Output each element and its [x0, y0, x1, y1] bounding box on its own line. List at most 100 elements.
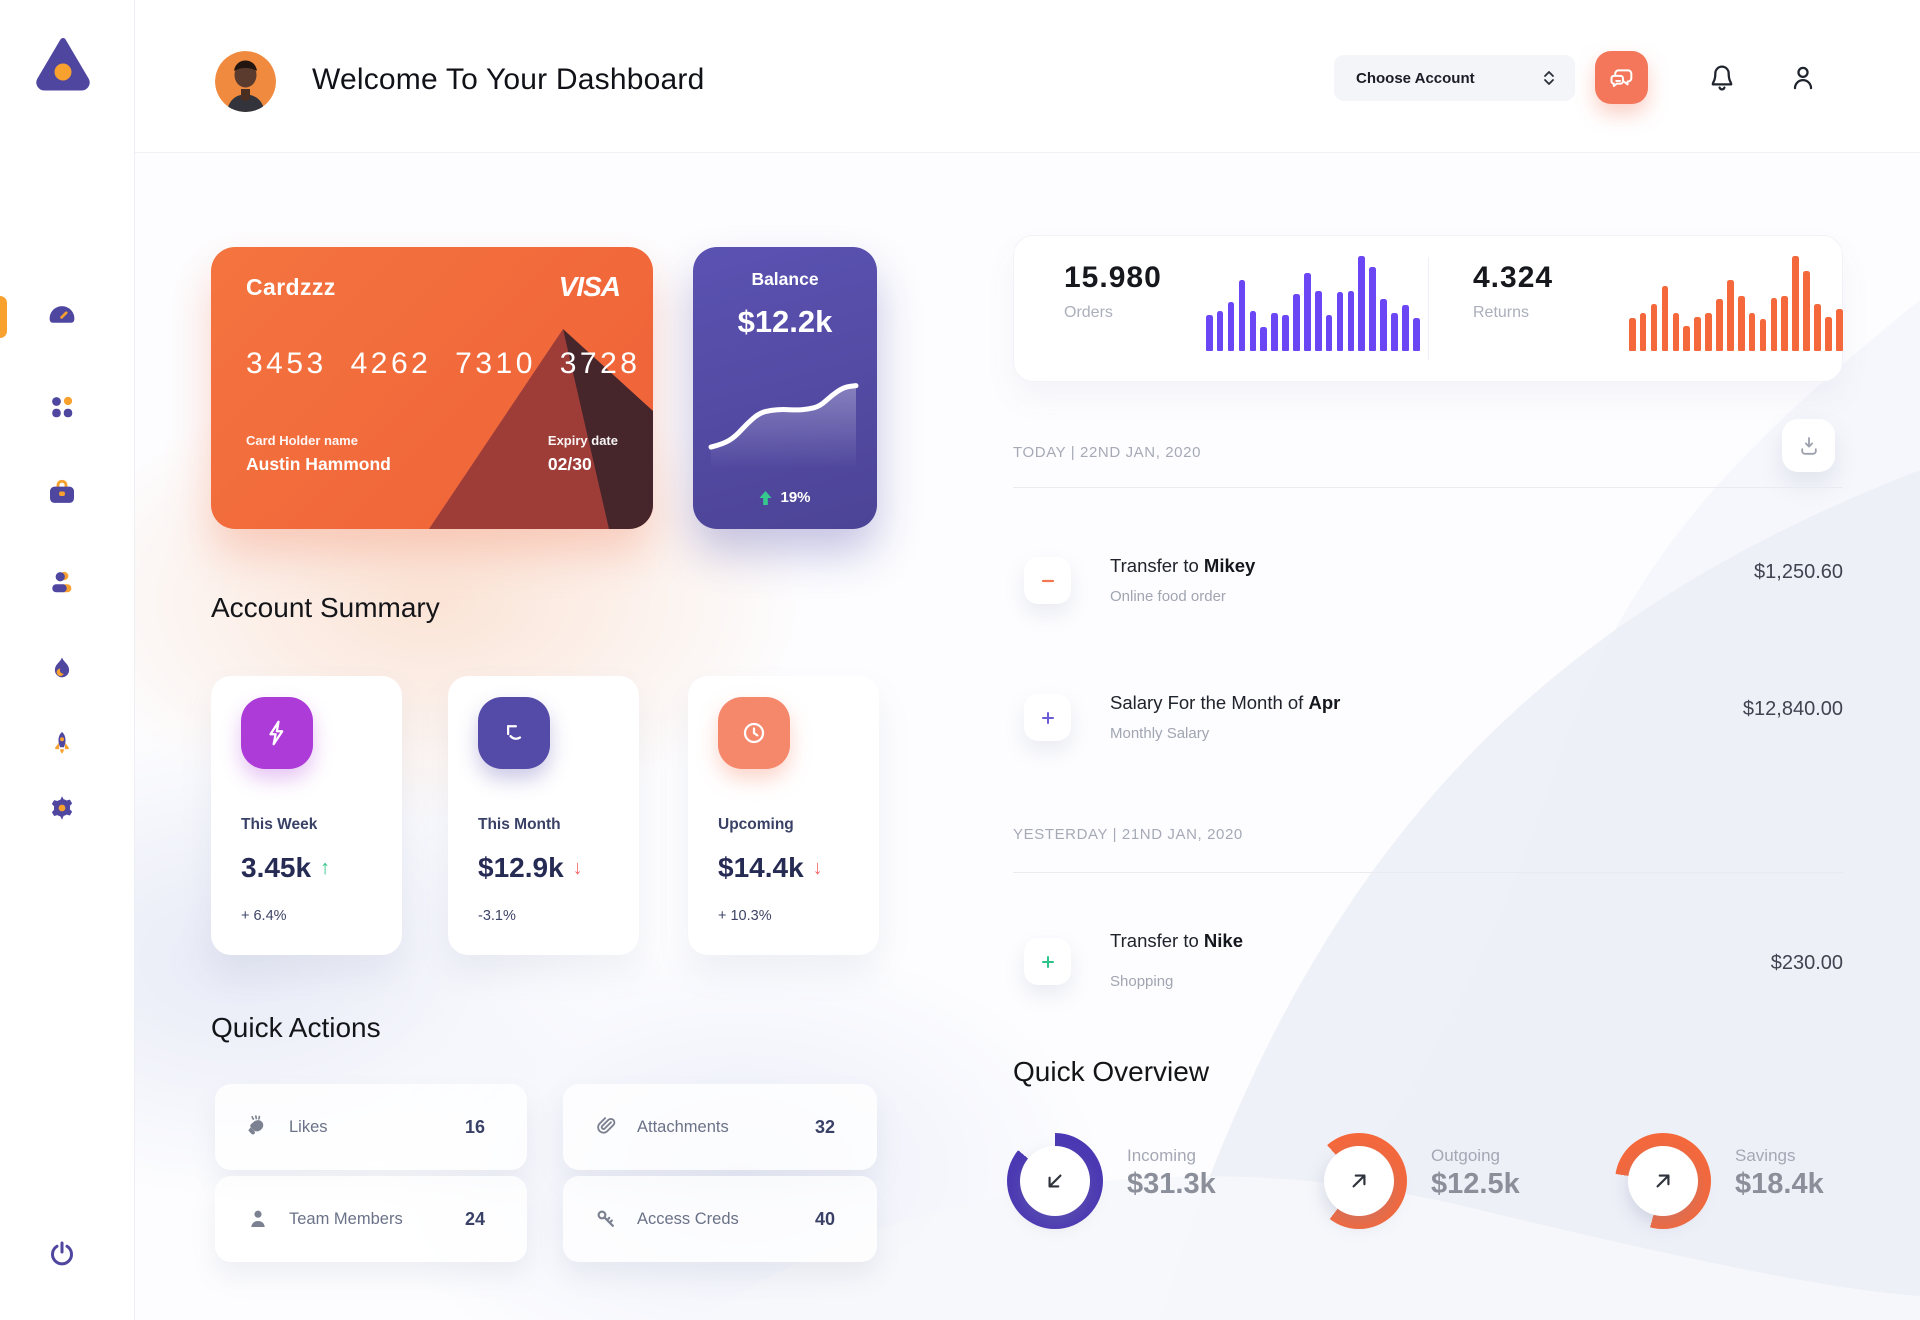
chat-bubbles-icon [1610, 68, 1632, 87]
orders-bar-chart [1206, 256, 1420, 351]
lightning-icon [241, 697, 313, 769]
top-header: Welcome To Your Dashboard Choose Account [135, 0, 1920, 153]
summary-value: 3.45k ↑ [241, 852, 330, 884]
briefcase-icon [50, 479, 74, 503]
arrow-trend-icon [478, 697, 550, 769]
summary-amount: $14.4k [718, 852, 804, 883]
triangle-logo-icon [36, 38, 90, 91]
trend-down-arrow: ↓ [812, 856, 823, 879]
sidebar-item-apps[interactable] [40, 385, 84, 429]
transaction-row-mikey[interactable]: Transfer to Mikey Online food order $1,2… [1013, 555, 1843, 615]
dashboard-icon [49, 306, 75, 323]
quick-action-label: Access Creds [637, 1209, 739, 1228]
profile-button[interactable] [1781, 56, 1825, 100]
quick-action-count: 32 [814, 1116, 835, 1137]
balance-change-value: 19% [780, 489, 811, 506]
balance-label: Balance [751, 269, 819, 289]
up-arrow-icon [759, 490, 772, 505]
quick-action-likes[interactable]: Likes 16 [215, 1084, 527, 1170]
transaction-row-salary[interactable]: Salary For the Month of Apr Monthly Sala… [1013, 692, 1843, 752]
card-expiry-block: Expiry date 02/30 [548, 433, 618, 475]
plus-icon [1024, 938, 1071, 985]
sidebar-item-activity[interactable] [40, 647, 84, 691]
arrow-up-right-icon [1656, 1174, 1670, 1188]
incoming-label: Incoming [1127, 1146, 1196, 1165]
quick-action-count: 16 [464, 1116, 485, 1137]
card-expiry-value: 02/30 [547, 454, 592, 474]
download-icon [1800, 436, 1817, 455]
pyramid-graphic [429, 329, 653, 529]
sidebar-item-work[interactable] [40, 470, 84, 514]
card-holder-name: Austin Hammond [246, 454, 391, 474]
incoming-ring-chart [1007, 1133, 1103, 1229]
summary-delta: -3.1% [478, 908, 516, 924]
summary-card-this-month: This Month $12.9k ↓ -3.1% [448, 676, 639, 955]
today-date-header: TODAY | 22ND JAN, 2020 [1013, 444, 1202, 461]
notifications-button[interactable] [1700, 56, 1744, 100]
quick-action-count: 40 [814, 1208, 835, 1229]
logout-button[interactable] [40, 1232, 84, 1276]
transaction-amount: $12,840.00 [1742, 698, 1843, 720]
user-avatar[interactable] [215, 51, 276, 112]
quick-action-access-creds[interactable]: Access Creds 40 [563, 1176, 877, 1262]
page-title: Welcome To Your Dashboard [312, 63, 705, 96]
quick-action-attachments[interactable]: Attachments 32 [563, 1084, 877, 1170]
clock-icon [718, 697, 790, 769]
summary-delta: + 10.3% [718, 908, 772, 924]
paperclip-icon [597, 1117, 616, 1134]
quick-overview-title: Quick Overview [1013, 1056, 1210, 1087]
key-icon [597, 1210, 614, 1227]
transaction-title: Salary For the Month of Apr [1110, 692, 1341, 713]
download-button[interactable] [1782, 419, 1835, 472]
returns-bar-chart [1629, 256, 1843, 351]
plus-icon [1024, 694, 1071, 741]
orders-value: 15.980 [1064, 261, 1162, 294]
sidebar [0, 0, 135, 1320]
divider [1013, 487, 1843, 488]
outgoing-label: Outgoing [1431, 1146, 1500, 1165]
quick-action-label: Team Members [289, 1209, 403, 1228]
user-icon [1793, 66, 1813, 90]
card-holder-label: Card Holder name [246, 433, 358, 448]
outgoing-value: $12.5k [1431, 1168, 1520, 1200]
arrow-up-right-icon [1352, 1174, 1366, 1188]
minus-icon [1024, 557, 1071, 604]
quick-action-count: 24 [464, 1208, 485, 1229]
quick-action-label: Attachments [637, 1117, 729, 1136]
card-name: Cardzzz [246, 274, 336, 300]
settings-gear-icon [51, 796, 73, 820]
summary-label: This Week [241, 816, 318, 833]
transaction-row-nike[interactable]: Transfer to Nike Shopping $230.00 [1013, 930, 1843, 990]
flame-icon [54, 657, 70, 678]
select-chevrons-icon [1544, 71, 1554, 85]
arrow-down-left-icon [1048, 1174, 1062, 1188]
account-select[interactable]: Choose Account [1334, 55, 1575, 101]
apps-grid-icon [52, 396, 73, 418]
sidebar-item-dashboard[interactable] [40, 294, 84, 338]
summary-amount: $12.9k [478, 852, 564, 883]
returns-value: 4.324 [1473, 261, 1554, 294]
transaction-subtitle: Shopping [1110, 973, 1174, 990]
rocket-icon [55, 732, 69, 754]
avatar-image [215, 51, 276, 112]
quick-action-label: Likes [289, 1117, 328, 1136]
card-expiry-label: Expiry date [547, 433, 618, 448]
summary-label: Upcoming [718, 816, 794, 833]
quick-action-team-members[interactable]: Team Members 24 [215, 1176, 527, 1262]
summary-value: $12.9k ↓ [478, 852, 583, 884]
summary-card-upcoming: Upcoming $14.4k ↓ + 10.3% [688, 676, 879, 955]
trend-down-arrow: ↓ [572, 856, 583, 879]
trend-up-arrow: ↑ [320, 856, 331, 879]
sidebar-item-settings[interactable] [40, 786, 84, 830]
messages-button[interactable] [1595, 51, 1648, 104]
sidebar-item-team[interactable] [40, 560, 84, 604]
balance-value: $12.2k [737, 304, 833, 339]
sidebar-item-launch[interactable] [40, 722, 84, 766]
app-logo[interactable] [34, 34, 92, 92]
bell-icon [1711, 65, 1733, 91]
stats-divider [1428, 257, 1429, 360]
summary-delta: + 6.4% [241, 908, 287, 924]
summary-amount: 3.45k [241, 852, 312, 883]
visa-logo: VISA [558, 271, 621, 302]
